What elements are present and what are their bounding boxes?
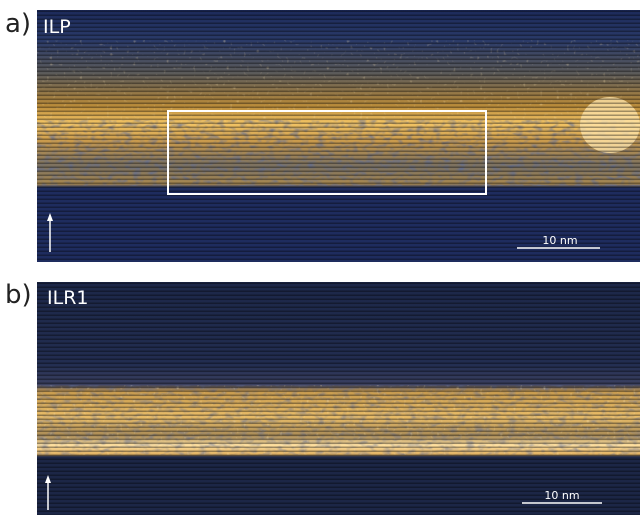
panel-letter: b) [5,280,32,310]
panel-name: ILP [43,16,71,38]
panel-name: ILR1 [47,287,88,309]
panel-b: 10 nm ILR1 b) [5,280,640,515]
panel-letter: a) [5,9,31,39]
scan-lines [37,10,640,262]
figure: 10 nm ILP a) 10 nm ILR1 b) [0,0,640,517]
scale-label: 10 nm [544,489,579,502]
scan-lines [37,282,640,515]
panel-a: 10 nm ILP a) [5,9,640,262]
page: {"figure": {"panels": [ {"letter": "a)",… [0,0,640,517]
scale-label: 10 nm [542,234,577,247]
